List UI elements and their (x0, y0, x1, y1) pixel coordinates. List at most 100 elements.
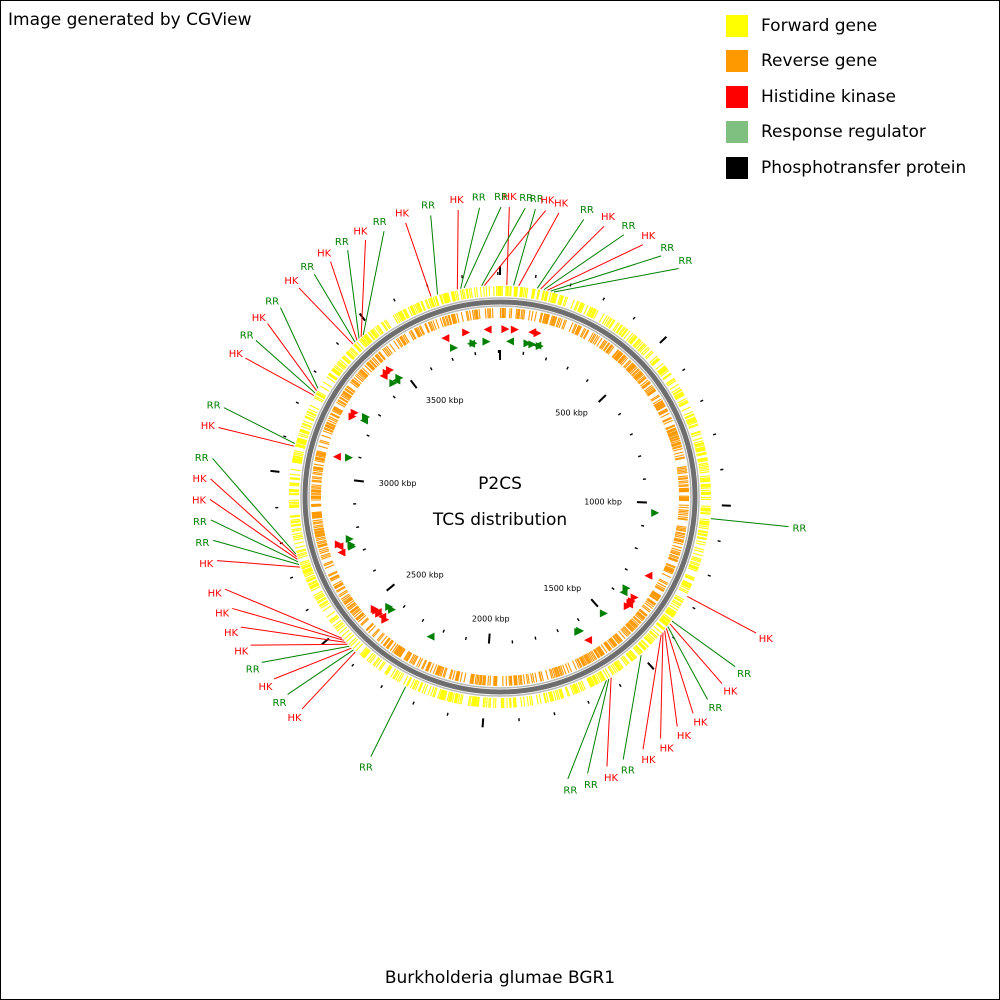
reverse-gene (636, 375, 646, 383)
hk-marker (462, 328, 471, 337)
reverse-gene (672, 445, 683, 450)
kbp-label: 3000 kbp (379, 479, 417, 488)
forward-gene (300, 561, 310, 566)
forward-gene (290, 523, 302, 527)
reverse-gene (349, 605, 360, 614)
forward-gene (451, 291, 457, 302)
forward-gene (688, 423, 699, 428)
forward-gene (611, 663, 619, 673)
forward-gene (550, 292, 556, 304)
reverse-gene (647, 390, 657, 397)
forward-gene (392, 669, 399, 679)
reverse-gene (432, 664, 438, 675)
reverse-gene (312, 520, 323, 524)
callout-line (664, 630, 678, 727)
inner-tick (356, 526, 360, 529)
forward-gene (610, 664, 617, 674)
forward-gene (659, 368, 669, 376)
forward-gene (687, 419, 697, 425)
forward-gene (691, 433, 702, 438)
reverse-gene (528, 310, 531, 321)
forward-gene (665, 377, 675, 385)
reverse-gene (620, 357, 629, 366)
forward-gene (348, 349, 357, 358)
forward-gene (543, 692, 548, 703)
forward-gene (415, 303, 421, 313)
reverse-gene (353, 610, 363, 618)
hk-marker (510, 325, 519, 334)
forward-gene (313, 590, 323, 597)
callout-line (553, 268, 679, 293)
reverse-gene (465, 310, 469, 322)
reverse-gene (677, 468, 688, 472)
forward-gene (694, 546, 705, 551)
forward-gene (413, 680, 419, 690)
forward-gene (699, 469, 710, 472)
forward-gene (699, 520, 710, 524)
callout-label-rr: RR (678, 256, 692, 267)
callout-line (261, 645, 350, 663)
reverse-gene (439, 666, 444, 677)
reverse-gene (516, 308, 520, 319)
forward-gene (339, 359, 348, 367)
reverse-gene (450, 313, 456, 325)
forward-gene (515, 286, 519, 297)
reverse-gene (677, 517, 688, 520)
reverse-gene (671, 443, 682, 448)
callout-line (298, 287, 354, 345)
reverse-gene (469, 310, 472, 321)
reverse-gene (313, 468, 324, 471)
forward-gene (414, 680, 420, 691)
callout-label-hk: HK (259, 682, 274, 693)
tcs-markers (332, 325, 660, 645)
inner-tick (556, 628, 559, 633)
hk-marker (630, 593, 639, 602)
reverse-gene (678, 481, 689, 484)
kbp-label: 1500 kbp (544, 584, 582, 593)
forward-gene (301, 425, 311, 431)
forward-gene (437, 688, 442, 699)
forward-gene (294, 541, 305, 545)
reverse-gene (474, 309, 479, 320)
reverse-gene (674, 535, 685, 539)
reverse-gene (344, 388, 354, 396)
reverse-gene (655, 403, 666, 410)
forward-gene (640, 346, 649, 355)
forward-gene (699, 471, 710, 474)
forward-gene (380, 322, 388, 332)
forward-gene (671, 386, 681, 394)
forward-gene (590, 308, 597, 319)
forward-gene (301, 564, 312, 570)
reverse-gene (452, 313, 457, 324)
forward-gene (700, 477, 711, 480)
reverse-gene (509, 675, 513, 686)
callout-label-hk: HK (234, 647, 249, 658)
callout-label-hk: HK (199, 559, 214, 570)
reverse-gene (671, 547, 682, 552)
forward-gene (326, 611, 336, 618)
forward-gene (630, 336, 638, 345)
forward-gene (640, 639, 649, 648)
reverse-gene (377, 633, 385, 642)
forward-gene (359, 647, 368, 656)
forward-gene (577, 302, 584, 313)
reverse-gene (313, 524, 324, 527)
reverse-gene (541, 313, 546, 324)
reverse-gene (641, 381, 651, 390)
reverse-gene (313, 525, 324, 529)
reverse-gene (567, 662, 573, 673)
outer-tick (305, 608, 309, 612)
reverse-gene-track (310, 307, 690, 686)
reverse-gene (678, 512, 689, 515)
forward-gene (626, 652, 635, 661)
forward-gene (580, 680, 586, 691)
forward-gene (310, 586, 321, 592)
forward-gene (564, 686, 569, 697)
reverse-gene (416, 657, 422, 667)
forward-gene (293, 451, 304, 456)
callout-label-rr: RR (273, 698, 287, 709)
callout-label-hk: HK (450, 195, 465, 206)
reverse-gene (527, 673, 530, 684)
forward-gene (628, 650, 637, 660)
reverse-gene (607, 346, 615, 355)
